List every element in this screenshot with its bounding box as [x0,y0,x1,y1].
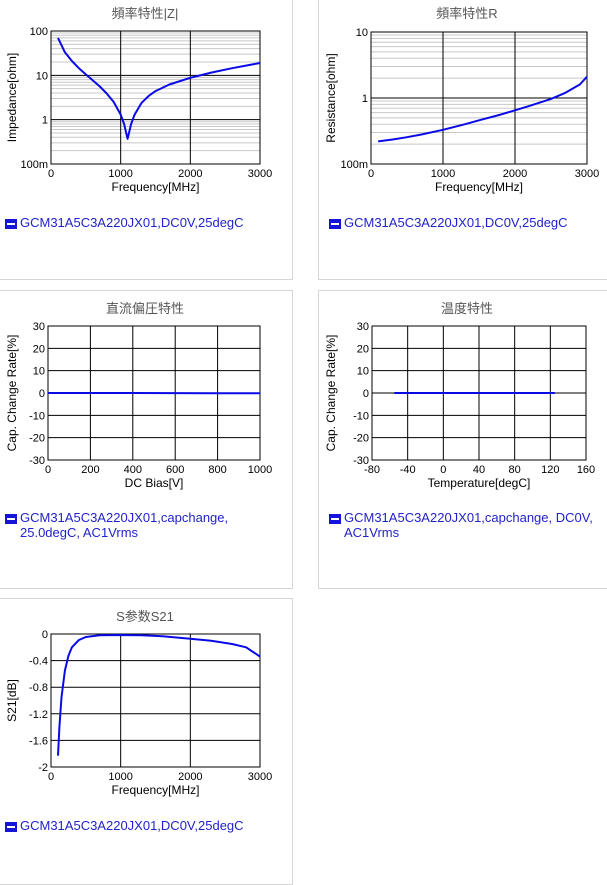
y-tick-label: 0 [39,388,45,400]
legend-dc-bias[interactable]: GCM31A5C3A220JX01,capchange, 25.0degC, A… [5,510,255,540]
legend-impedance[interactable]: GCM31A5C3A220JX01,DC0V,25degC [5,215,285,230]
y-tick-label: -10 [29,410,45,422]
minus-swatch-icon [329,219,341,229]
x-axis-label: Frequency[MHz] [435,180,523,194]
series-line [58,635,260,756]
y-axis-label: Cap. Change Rate[%] [5,335,19,452]
y-tick-label: 0 [363,388,369,400]
y-tick-label: 10 [357,366,369,378]
chart-title: 頻率特性|Z| [112,6,179,21]
x-tick-label: 160 [577,464,595,476]
x-tick-label: 600 [166,464,184,476]
y-axis-label: Resistance[ohm] [324,53,338,142]
legend-label: GCM31A5C3A220JX01,capchange, DC0V, AC1Vr… [344,510,599,540]
minus-swatch-icon [5,822,17,832]
y-tick-label: 100m [20,159,48,171]
y-tick-label: -10 [353,410,369,422]
x-tick-label: 80 [509,464,521,476]
y-tick-label: -2 [38,762,48,774]
x-tick-label: 3000 [575,168,599,180]
x-tick-label: -80 [364,464,380,476]
y-tick-label: 10 [356,27,368,39]
x-tick-label: 3000 [248,771,272,783]
y-tick-label: 20 [357,343,369,355]
x-tick-label: 200 [81,464,99,476]
minus-swatch-icon [329,514,341,524]
x-tick-label: 800 [208,464,226,476]
x-axis-label: DC Bias[V] [125,476,184,490]
plot-area-frame [51,31,260,164]
x-tick-label: 400 [124,464,142,476]
x-tick-label: 0 [48,771,54,783]
x-tick-label: 1000 [248,464,272,476]
dc-bias-chart: 直流偏圧特性 -30 -20 -10 0 10 20 30 0 200 400 600 800 1000 D… [0,291,294,491]
series-line [378,77,587,142]
legend-label: GCM31A5C3A220JX01,DC0V,25degC [344,215,568,230]
x-tick-label: 1000 [108,168,132,180]
x-tick-label: 2000 [178,771,202,783]
x-tick-label: 0 [48,168,54,180]
minus-swatch-icon [5,514,17,524]
x-tick-label: 1000 [431,168,455,180]
y-tick-label: 100 [30,26,48,38]
x-axis-label: Temperature[degC] [428,476,531,490]
x-axis-label: Frequency[MHz] [111,783,199,797]
chart-card-resistance: 頻率特性R 100m 1 10 0 1000 2000 3000 Frequency[MHz] R… [318,0,607,280]
chart-card-dc-bias: 直流偏圧特性 -30 -20 -10 0 10 20 30 0 200 400 600 800 1000 D… [0,290,293,589]
resistance-chart: 頻率特性R 100m 1 10 0 1000 2000 3000 Frequency[MHz] R… [319,0,607,200]
y-axis-label: Impedance[ohm] [5,53,19,142]
chart-title: S参数S21 [116,609,174,624]
x-tick-label: 0 [440,464,446,476]
y-tick-label: -1.6 [29,735,48,747]
minus-swatch-icon [5,219,17,229]
legend-temperature[interactable]: GCM31A5C3A220JX01,capchange, DC0V, AC1Vr… [329,510,599,540]
x-tick-label: 0 [368,168,374,180]
x-tick-label: 0 [45,464,51,476]
legend-label: GCM31A5C3A220JX01,DC0V,25degC [20,818,244,833]
x-tick-label: 120 [541,464,559,476]
y-tick-label: -0.4 [29,656,48,668]
y-tick-label: 30 [33,321,45,333]
y-tick-label: 20 [33,343,45,355]
chart-title: 温度特性 [441,301,493,316]
chart-title: 頻率特性R [436,6,497,21]
legend-resistance[interactable]: GCM31A5C3A220JX01,DC0V,25degC [329,215,604,230]
chart-card-s21: S参数S21 -2 -1.6 -1.2 -0.8 -0.4 0 0 1000 2000 3000 Fr… [0,598,293,885]
y-axis-label: S21[dB] [5,679,19,722]
legend-label: GCM31A5C3A220JX01,capchange, 25.0degC, A… [20,510,255,540]
y-tick-label: -30 [29,455,45,467]
x-tick-label: -40 [400,464,416,476]
y-tick-label: 1 [362,93,368,105]
x-tick-label: 2000 [178,168,202,180]
y-tick-label: 0 [42,629,48,641]
y-tick-label: 10 [36,70,48,82]
plot-area-frame [51,634,260,767]
x-tick-label: 2000 [503,168,527,180]
x-tick-label: 1000 [108,771,132,783]
y-tick-label: -1.2 [29,709,48,721]
y-tick-label: 100m [340,159,368,171]
x-tick-label: 40 [473,464,485,476]
x-tick-label: 3000 [248,168,272,180]
s21-chart: S参数S21 -2 -1.6 -1.2 -0.8 -0.4 0 0 1000 2000 3000 Fr… [0,599,294,799]
y-axis-label: Cap. Change Rate[%] [324,335,338,452]
legend-label: GCM31A5C3A220JX01,DC0V,25degC [20,215,244,230]
y-tick-label: -0.8 [29,682,48,694]
y-tick-label: 10 [33,366,45,378]
chart-title: 直流偏圧特性 [106,301,184,316]
y-tick-label: -20 [29,433,45,445]
y-tick-label: 30 [357,321,369,333]
y-tick-label: -20 [353,433,369,445]
legend-s21[interactable]: GCM31A5C3A220JX01,DC0V,25degC [5,818,285,833]
x-axis-label: Frequency[MHz] [111,180,199,194]
y-tick-label: 1 [42,115,48,127]
